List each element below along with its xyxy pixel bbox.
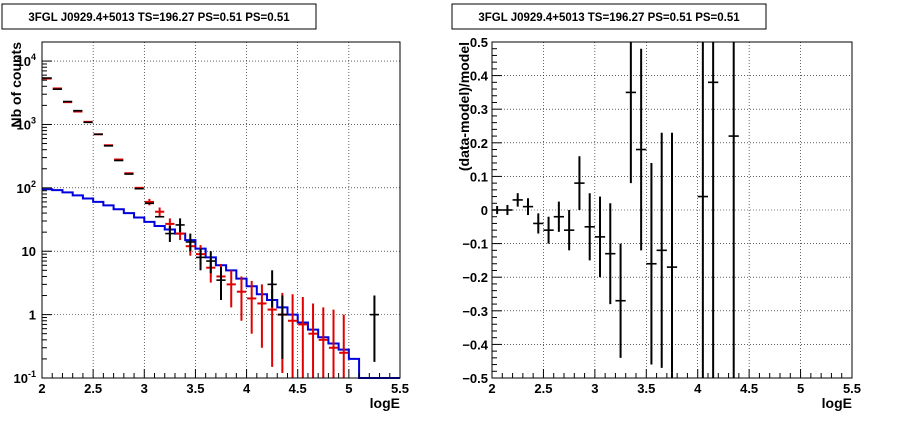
counts-title-box: 3FGL J0929.4+5013 TS=196.27 PS=0.51 PS=0… (1, 3, 317, 30)
residuals-y-axis-label: (data-model)/model (456, 42, 472, 171)
counts-y-tick-label: 102 (17, 179, 36, 196)
residuals-y-tick-label: 0.3 (470, 102, 488, 117)
counts-y-tick-label: 104 (17, 52, 36, 69)
residuals-x-tick-label: 2.5 (534, 381, 552, 396)
residuals-panel: 2 2.5 3 3.5 4 4.5 5 5.5 −0.5 −0.4 −0.3 −0.2 −0.1 0 0.1… (451, 3, 861, 411)
residuals-x-tick-label: 5 (797, 381, 804, 396)
residuals-y-tick-label: 0 (481, 203, 488, 218)
residuals-y-tick-label: −0.3 (462, 304, 488, 319)
counts-x-tick-label: 5 (345, 381, 352, 396)
residuals-y-tick-label: 0.1 (470, 169, 488, 184)
counts-y-tick-label: 1 (29, 308, 36, 323)
counts-frame (41, 41, 401, 379)
residuals-x-tick-label: 2 (488, 381, 495, 396)
counts-grid (42, 42, 400, 378)
counts-x-tick-label: 3 (141, 381, 148, 396)
residuals-x-tick-label: 4 (694, 381, 702, 396)
counts-x-tick-label: 4.5 (289, 381, 307, 396)
residuals-axis-ticks: 2 2.5 3 3.5 4 4.5 5 5.5 −0.5 −0.4 −0.3 −0.2 −0.1 0 0.1… (462, 35, 861, 396)
counts-title: 3FGL J0929.4+5013 TS=196.27 PS=0.51 PS=0… (28, 12, 290, 24)
counts-x-tick-label: 5.5 (391, 381, 409, 396)
residuals-x-axis-label: logE (822, 395, 852, 411)
residuals-y-tick-label: 0.5 (470, 35, 488, 50)
counts-x-tick-label: 2.5 (84, 381, 102, 396)
counts-panel: 2 2.5 3 3.5 4 4.5 5 5.5 10-1 1 10 102 103 104 3FGL J0… (1, 3, 410, 411)
residuals-y-tick-label: 0.4 (470, 69, 489, 84)
counts-plot-area (42, 77, 400, 379)
counts-y-tick-label: 10 (22, 244, 36, 259)
counts-x-axis-label: logE (370, 395, 400, 411)
counts-y-axis-label: Nb of counts (8, 42, 24, 128)
residuals-y-tick-label: −0.4 (462, 337, 488, 352)
counts-x-tick-label: 4 (243, 381, 251, 396)
residuals-x-tick-label: 5.5 (843, 381, 861, 396)
counts-x-tick-label: 2 (38, 381, 45, 396)
counts-axis-ticks: 2 2.5 3 3.5 4 4.5 5 5.5 10-1 1 10 102 103 104 (14, 52, 410, 396)
counts-x-tick-label: 3.5 (186, 381, 204, 396)
counts-source-model-histogram (42, 188, 400, 379)
counts-y-tick-label: 10-1 (14, 369, 36, 386)
residuals-plot-area (492, 42, 739, 378)
residuals-y-tick-label: −0.5 (462, 371, 488, 386)
counts-y-tick-label: 103 (17, 115, 36, 132)
residuals-x-tick-label: 3 (591, 381, 598, 396)
residuals-y-tick-label: −0.1 (462, 237, 488, 252)
residuals-y-tick-label: −0.2 (462, 270, 488, 285)
residuals-x-tick-label: 3.5 (637, 381, 655, 396)
residuals-x-tick-label: 4.5 (740, 381, 758, 396)
residuals-title: 3FGL J0929.4+5013 TS=196.27 PS=0.51 PS=0… (478, 12, 740, 24)
residuals-y-tick-label: 0.2 (470, 136, 488, 151)
residuals-title-box: 3FGL J0929.4+5013 TS=196.27 PS=0.51 PS=0… (451, 3, 767, 30)
